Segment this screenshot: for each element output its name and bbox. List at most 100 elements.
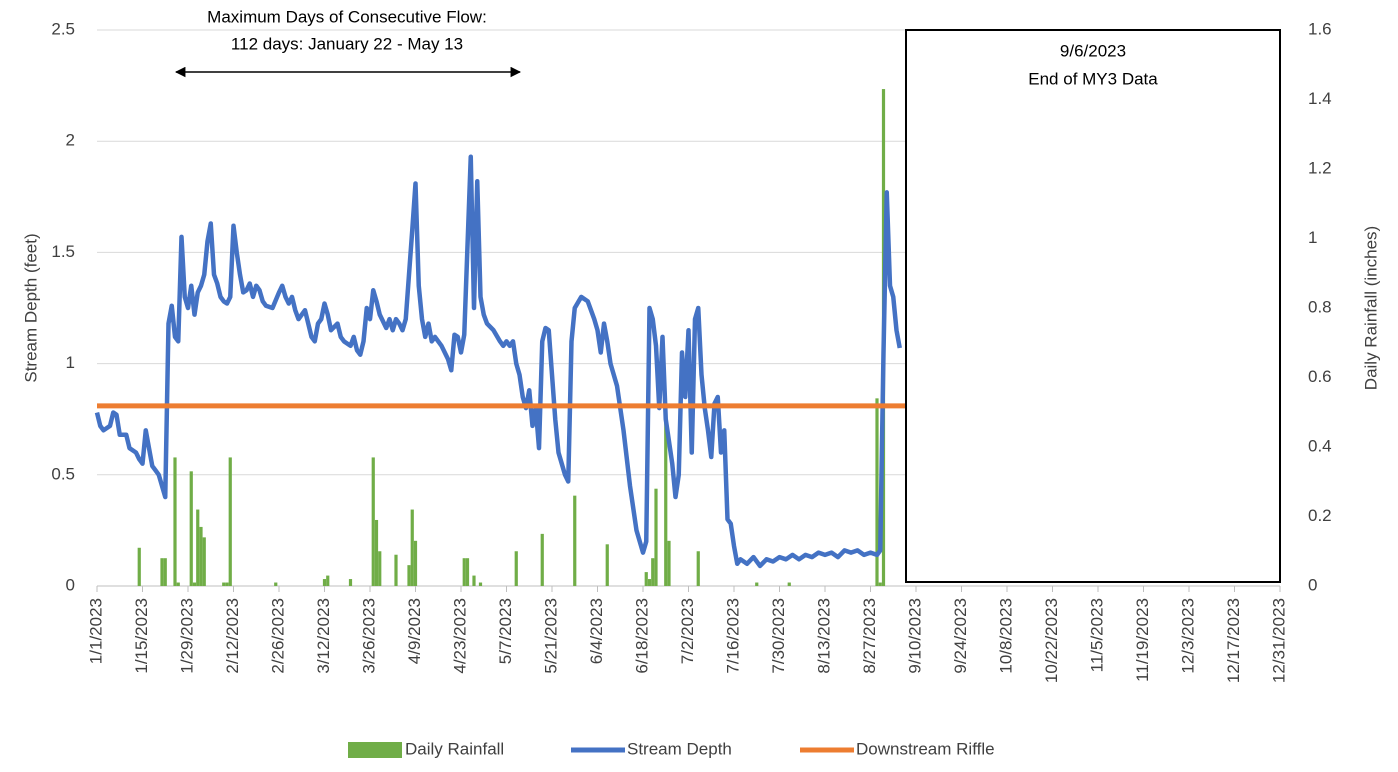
rain-bar bbox=[413, 540, 418, 586]
y-tick-label: 2.5 bbox=[51, 19, 75, 38]
legend-label: Stream Depth bbox=[627, 739, 732, 758]
y-tick-label: 1 bbox=[66, 353, 75, 372]
y2-tick-label: 1.2 bbox=[1308, 158, 1332, 177]
x-tick-label: 6/4/2023 bbox=[587, 598, 606, 664]
rain-bar bbox=[605, 544, 609, 586]
end-annotation: End of MY3 Data bbox=[1028, 69, 1158, 88]
legend-swatch bbox=[348, 742, 402, 758]
y2-tick-label: 0.6 bbox=[1308, 367, 1332, 386]
x-tick-label: 11/19/2023 bbox=[1133, 598, 1152, 682]
rain-bar bbox=[225, 582, 229, 586]
x-tick-label: 8/27/2023 bbox=[860, 598, 879, 674]
rain-bar bbox=[348, 579, 353, 586]
legend-label: Downstream Riffle bbox=[856, 739, 995, 758]
rain-bar bbox=[274, 582, 278, 586]
x-tick-label: 12/31/2023 bbox=[1269, 598, 1288, 683]
rain-bar bbox=[176, 582, 180, 586]
x-tick-label: 9/10/2023 bbox=[905, 598, 924, 674]
rain-bar bbox=[378, 551, 382, 586]
y-axis-label: Stream Depth (feet) bbox=[21, 233, 40, 382]
x-tick-label: 7/2/2023 bbox=[678, 598, 697, 664]
rain-bar bbox=[189, 471, 193, 586]
rain-bar bbox=[222, 582, 226, 586]
y2-axis-label: Daily Rainfall (inches) bbox=[1361, 226, 1380, 390]
rain-bar bbox=[472, 575, 476, 586]
rain-bar bbox=[664, 422, 668, 586]
x-tick-label: 5/21/2023 bbox=[541, 598, 560, 674]
end-box bbox=[905, 29, 1281, 583]
y2-tick-label: 0.2 bbox=[1308, 506, 1332, 525]
rain-bar bbox=[394, 554, 398, 586]
x-tick-label: 4/9/2023 bbox=[405, 598, 424, 664]
x-tick-label: 2/12/2023 bbox=[223, 598, 242, 674]
rain-bar bbox=[137, 547, 141, 586]
rain-bar bbox=[755, 582, 759, 586]
rain-bar bbox=[196, 509, 200, 586]
rain-bar bbox=[573, 495, 577, 586]
x-tick-label: 6/18/2023 bbox=[632, 598, 651, 674]
rain-bar bbox=[410, 509, 414, 586]
rain-bar bbox=[787, 582, 791, 586]
rain-bar bbox=[322, 579, 327, 586]
x-tick-label: 3/12/2023 bbox=[314, 598, 333, 674]
x-tick-label: 9/24/2023 bbox=[951, 598, 970, 674]
y-tick-label: 0.5 bbox=[51, 464, 75, 483]
rain-bar bbox=[160, 558, 164, 586]
x-tick-label: 8/13/2023 bbox=[814, 598, 833, 674]
end-annotation: 9/6/2023 bbox=[1060, 41, 1126, 60]
y2-tick-label: 1 bbox=[1308, 228, 1317, 247]
rain-bar bbox=[478, 582, 483, 586]
x-tick-label: 10/22/2023 bbox=[1042, 598, 1061, 683]
rain-bar bbox=[514, 551, 518, 586]
y2-tick-label: 1.4 bbox=[1308, 89, 1332, 108]
y2-tick-label: 0.8 bbox=[1308, 297, 1332, 316]
rain-bar bbox=[163, 558, 167, 586]
y-tick-label: 1.5 bbox=[51, 242, 75, 261]
rain-bar bbox=[875, 398, 879, 586]
rain-bar bbox=[465, 558, 470, 586]
x-tick-label: 4/23/2023 bbox=[450, 598, 469, 674]
rain-bar bbox=[202, 537, 206, 586]
x-tick-label: 1/1/2023 bbox=[86, 598, 105, 664]
flow-annotation: 112 days: January 22 - May 13 bbox=[231, 34, 463, 53]
y2-tick-label: 0 bbox=[1308, 575, 1317, 594]
x-tick-label: 1/15/2023 bbox=[132, 598, 151, 674]
rain-bar bbox=[199, 526, 203, 586]
legend-label: Daily Rainfall bbox=[405, 739, 504, 758]
rain-bar bbox=[407, 565, 411, 586]
rain-bar bbox=[326, 575, 330, 586]
x-tick-label: 7/16/2023 bbox=[723, 598, 742, 674]
rain-bar bbox=[667, 540, 671, 586]
rain-bar bbox=[654, 488, 658, 586]
rain-bar bbox=[644, 572, 648, 586]
x-tick-label: 1/29/2023 bbox=[177, 598, 196, 674]
y-tick-label: 2 bbox=[66, 131, 75, 150]
x-tick-label: 3/26/2023 bbox=[359, 598, 378, 674]
rain-bar bbox=[462, 558, 466, 586]
y-tick-label: 0 bbox=[66, 575, 75, 594]
x-tick-label: 7/30/2023 bbox=[769, 598, 788, 674]
rain-bar bbox=[651, 558, 655, 586]
depth-line bbox=[94, 154, 902, 569]
rain-bar bbox=[647, 579, 652, 586]
x-tick-label: 2/26/2023 bbox=[268, 598, 287, 674]
rain-bar bbox=[696, 551, 700, 586]
rain-bar bbox=[192, 582, 197, 586]
x-tick-label: 5/7/2023 bbox=[496, 598, 515, 664]
y2-tick-label: 1.6 bbox=[1308, 19, 1332, 38]
rain-bar bbox=[173, 457, 177, 586]
y2-tick-label: 0.4 bbox=[1308, 436, 1332, 455]
rain-bar bbox=[374, 519, 379, 586]
rain-bar bbox=[228, 457, 232, 586]
rain-bar bbox=[878, 582, 882, 586]
x-tick-label: 10/8/2023 bbox=[996, 598, 1015, 674]
flow-annotation: Maximum Days of Consecutive Flow: bbox=[207, 7, 487, 26]
x-tick-label: 12/3/2023 bbox=[1178, 598, 1197, 674]
overlay-layer: 9/6/2023 End of MY3 Data Maximum Days of… bbox=[21, 7, 1380, 758]
rain-bar bbox=[371, 457, 375, 586]
x-tick-label: 12/17/2023 bbox=[1224, 598, 1243, 683]
x-tick-label: 11/5/2023 bbox=[1087, 598, 1106, 672]
rain-bar bbox=[540, 533, 544, 586]
